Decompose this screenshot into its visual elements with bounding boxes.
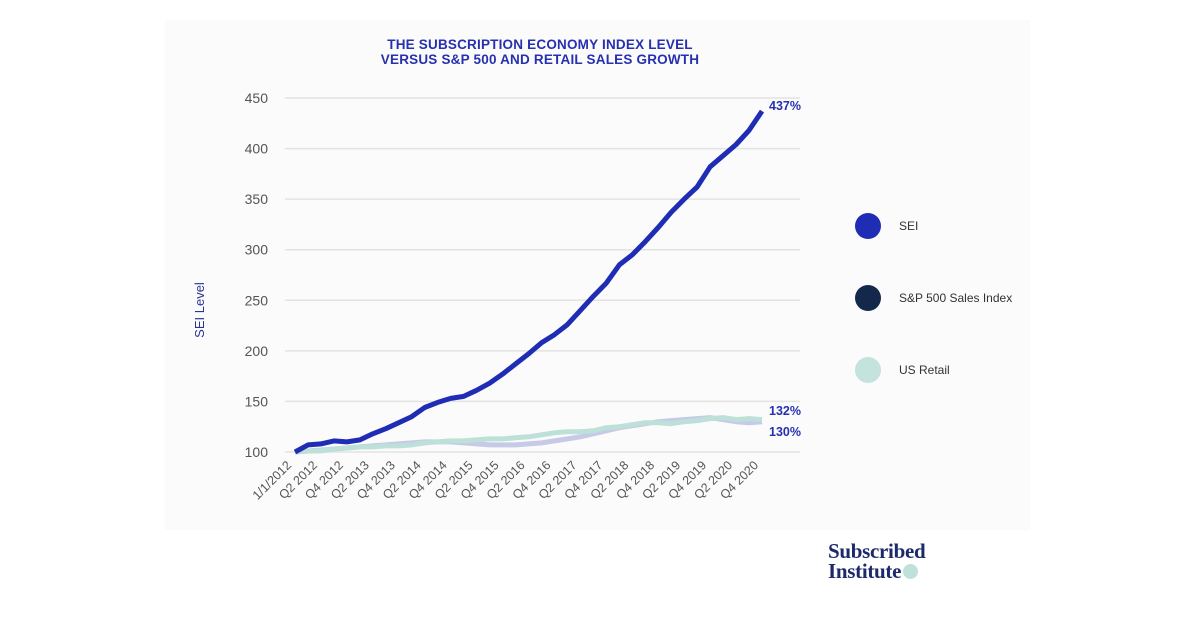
legend-swatch-us-retail [855,357,881,383]
chart-title-line-2: VERSUS S&P 500 AND RETAIL SALES GROWTH [380,52,700,67]
legend-item-us-retail: US Retail [855,357,950,383]
end-value-label: 132% [769,404,801,418]
legend-item-sei: SEI [855,213,918,239]
y-tick-label: 150 [245,393,269,409]
y-tick-label: 250 [245,292,269,308]
y-axis-label: SEI Level [192,282,207,338]
logo-line-1: Subscribed [828,539,926,563]
legend-swatch-sei [855,213,881,239]
logo-line-2: Institute [828,559,902,583]
legend-label-sp500: S&P 500 Sales Index [899,291,1013,305]
y-tick-label: 350 [245,191,269,207]
y-tick-label: 300 [245,242,269,258]
legend-item-sp500: S&P 500 Sales Index [855,285,1012,311]
series-line-sei [293,109,765,455]
y-tick-label: 100 [245,444,269,460]
legend-label-us-retail: US Retail [899,363,950,377]
legend-swatch-sp500 [855,285,881,311]
y-tick-label: 200 [245,343,269,359]
y-tick-label: 450 [245,90,269,106]
y-tick-label: 400 [245,141,269,157]
chart-title: THE SUBSCRIPTION ECONOMY INDEX LEVEL VER… [280,37,800,67]
subscribed-institute-logo: Subscribed Institute [828,539,926,583]
series-line-us-retail [294,415,763,455]
legend-label-sei: SEI [899,219,919,233]
end-value-label: 130% [769,425,801,439]
logo-dot-icon [903,564,919,579]
chart-title-line-1: THE SUBSCRIPTION ECONOMY INDEX LEVEL [387,37,693,52]
end-value-label: 437% [769,99,801,113]
